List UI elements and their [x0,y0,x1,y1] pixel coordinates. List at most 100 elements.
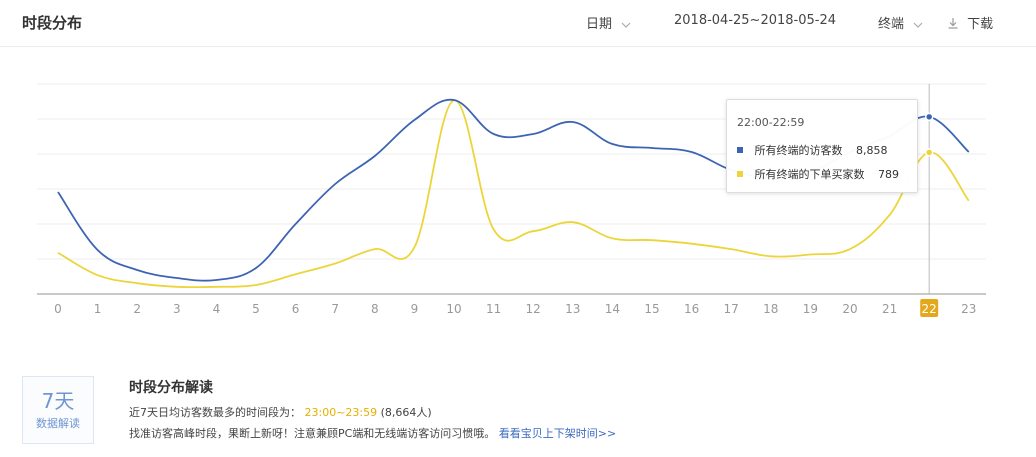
data-point-buyers[interactable] [610,236,614,240]
terminal-dropdown-label: 终端 [878,17,905,32]
tooltip-row2-value: 789 [878,168,899,181]
interpretation-tip: 找准访客高峰时段，果断上新呀！注意兼顾PC端和无线端访客访问习惯哦。 [129,427,496,440]
data-point-buyers[interactable] [254,283,258,287]
x-tick-label: 13 [565,302,580,316]
x-tick-label: 21 [882,302,897,316]
x-tick-label: 3 [173,302,181,316]
data-point-visitors[interactable] [254,266,258,270]
date-dropdown[interactable]: 日期 [586,13,632,32]
data-point-buyers[interactable] [56,251,60,255]
data-point-visitors[interactable] [333,182,337,186]
data-point-buyers[interactable] [888,213,892,217]
data-point-visitors[interactable] [531,132,535,136]
data-point-visitors[interactable] [96,248,100,252]
tooltip-row2-label: 所有终端的下单买家数 [754,168,865,181]
data-point-buyers[interactable] [531,229,535,233]
interpretation-title: 时段分布解读 [129,380,213,396]
x-tick-label: 11 [486,302,501,316]
data-point-buyers[interactable] [175,285,179,289]
page-title: 时段分布 [22,14,83,32]
x-tick-label: 20 [842,302,857,316]
download-icon [947,17,959,29]
data-point-visitors[interactable] [412,118,416,122]
data-point-buyers[interactable] [135,281,139,285]
chevron-down-icon [620,20,632,30]
x-tick-label: 17 [724,302,739,316]
data-point-buyers[interactable] [924,148,934,157]
x-tick-label: 14 [605,302,620,316]
x-tick-label: 2 [133,302,141,316]
data-point-buyers[interactable] [492,227,496,231]
data-point-buyers[interactable] [729,247,733,251]
data-point-buyers[interactable] [571,220,575,224]
date-range[interactable]: 2018-04-25~2018-05-24 [674,13,836,28]
chevron-down-icon [912,20,924,30]
x-tick-label: 6 [292,302,300,316]
x-tick-label: 10 [446,302,461,316]
data-point-visitors[interactable] [294,222,298,226]
data-point-buyers[interactable] [214,285,218,289]
tooltip-row1-value: 8,858 [856,144,888,157]
interpretation-line-1: 近7天日均访客数最多的时间段为： 23:00~23:59 (8,664人) [129,404,432,420]
data-point-buyers[interactable] [650,238,654,242]
chart-tooltip: 22:00-22:59 所有终端的访客数 8,858 所有终端的下单买家数 78… [726,99,918,193]
x-tick-label: 1 [94,302,102,316]
data-point-visitors[interactable] [492,132,496,136]
peak-time-range: 23:00~23:59 [304,406,378,419]
data-interpretation-badge: 7天 数据解读 [22,376,94,444]
tooltip-row1-label: 所有终端的访客数 [754,144,843,157]
terminal-dropdown[interactable]: 终端 [878,13,924,32]
data-point-buyers[interactable] [412,245,416,249]
tooltip-row-visitors: 所有终端的访客数 8,858 [737,142,888,158]
x-tick-label: 16 [684,302,699,316]
header-bar: 时段分布 日期 2018-04-25~2018-05-24 终端 下载 [0,0,1036,47]
x-tick-label: 22 [922,302,937,316]
data-point-visitors[interactable] [452,98,456,102]
x-tick-label: 4 [213,302,221,316]
data-point-buyers[interactable] [690,242,694,246]
data-point-buyers[interactable] [967,199,971,203]
data-point-buyers[interactable] [848,247,852,251]
data-point-visitors[interactable] [56,190,60,194]
data-point-visitors[interactable] [650,146,654,150]
data-point-visitors[interactable] [571,120,575,124]
data-point-visitors[interactable] [967,150,971,154]
data-point-visitors[interactable] [690,150,694,154]
listing-time-link[interactable]: 看看宝贝上下架时间>> [498,427,617,440]
tooltip-time: 22:00-22:59 [737,116,805,129]
x-tick-label: 5 [252,302,260,316]
series-line-buyers[interactable] [57,99,970,289]
data-point-buyers[interactable] [333,261,337,265]
x-tick-label: 15 [644,302,659,316]
data-point-visitors[interactable] [373,154,377,158]
data-point-buyers[interactable] [808,253,812,257]
data-point-buyers[interactable] [294,272,298,276]
x-tick-highlight [920,299,939,317]
peak-time-count: (8,664人) [380,406,432,419]
data-point-buyers[interactable] [769,254,773,258]
download-label: 下载 [967,17,994,32]
download-button[interactable]: 下载 [947,13,993,32]
data-point-buyers[interactable] [373,247,377,251]
buyers-swatch [737,171,743,177]
x-tick-label: 0 [54,302,62,316]
x-tick-label: 18 [763,302,778,316]
x-tick-label: 12 [526,302,541,316]
date-dropdown-label: 日期 [586,17,613,32]
tooltip-row-buyers: 所有终端的下单买家数 789 [737,166,899,182]
peak-time-prefix: 近7天日均访客数最多的时间段为： [129,406,301,419]
data-point-visitors[interactable] [924,112,934,122]
x-tick-label: 9 [411,302,419,316]
data-point-visitors[interactable] [610,142,614,146]
data-point-visitors[interactable] [214,278,218,282]
x-tick-label: 23 [961,302,976,316]
badge-caption: 数据解读 [36,417,80,430]
interpretation-line-2: 找准访客高峰时段，果断上新呀！注意兼顾PC端和无线端访客访问习惯哦。 看看宝贝上… [129,425,616,441]
data-point-visitors[interactable] [135,268,139,272]
data-point-visitors[interactable] [175,276,179,280]
x-tick-label: 19 [803,302,818,316]
x-tick-label: 8 [371,302,379,316]
data-point-buyers[interactable] [96,273,100,277]
badge-days: 7天 [41,389,75,413]
visitors-swatch [737,147,743,153]
